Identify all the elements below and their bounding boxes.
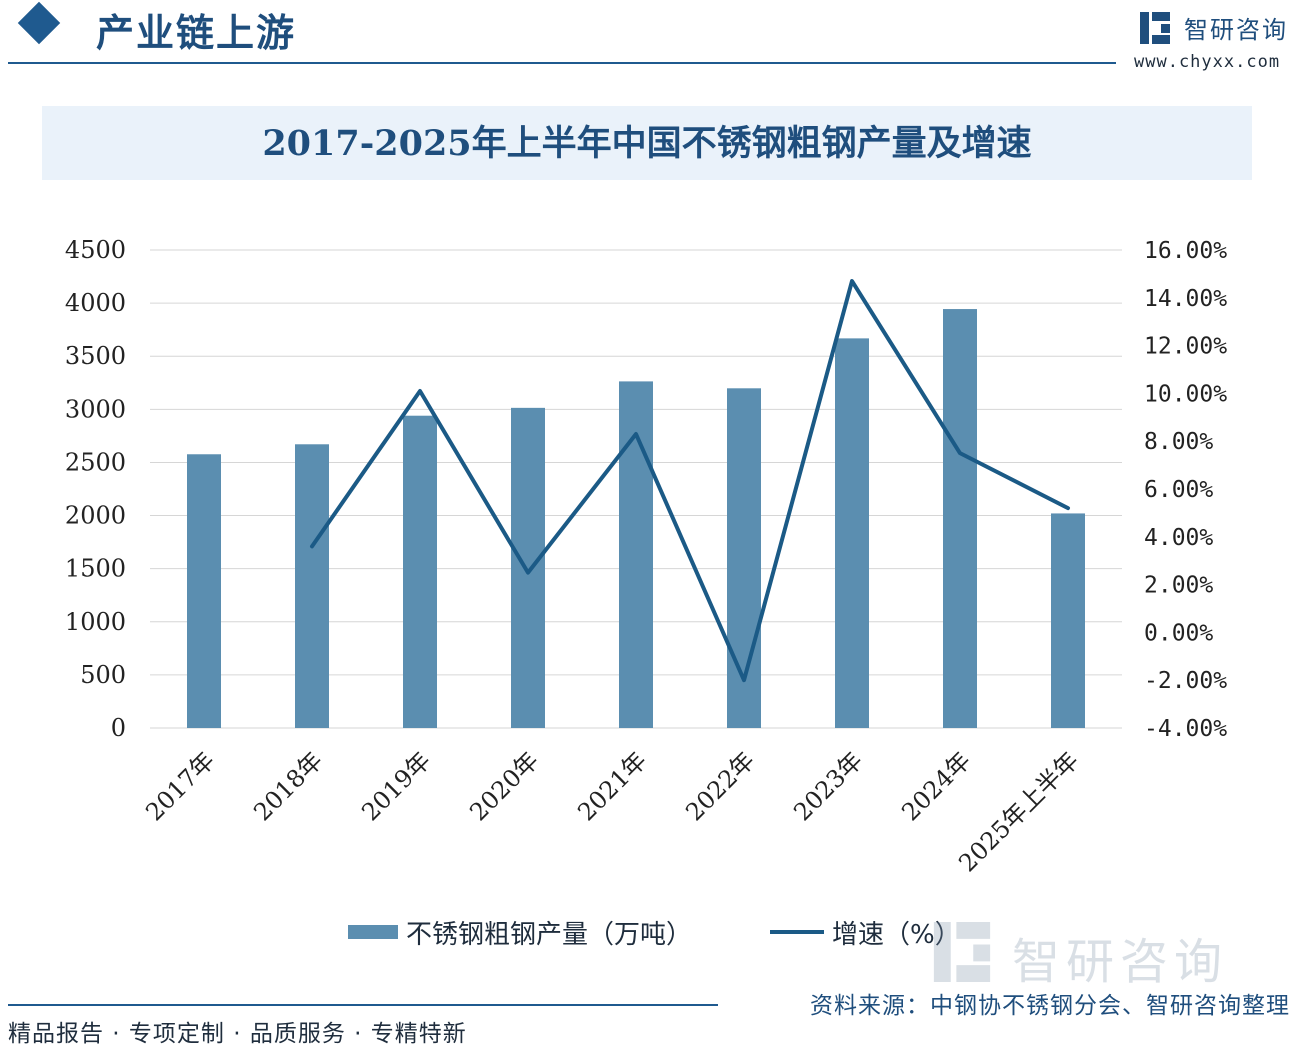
section-title: 产业链上游: [96, 10, 297, 55]
brand: 智研咨询 www.chyxx.com: [1134, 8, 1290, 74]
legend-item-bar: 不锈钢粗钢产量（万吨）: [348, 910, 692, 954]
left-tick-label: 3500: [65, 342, 126, 370]
header: 产业链上游 智研咨询 www.chyxx.com: [0, 0, 1296, 72]
bar: [511, 407, 545, 728]
brand-url: www.chyxx.com: [1134, 52, 1281, 72]
right-tick-label: 0.00%: [1144, 620, 1213, 646]
legend-item-line: 增速（%）: [770, 910, 961, 954]
right-tick-label: -2.00%: [1144, 668, 1227, 694]
chart-title: 2017-2025年上半年中国不锈钢粗钢产量及增速: [262, 123, 1032, 164]
left-tick-label: 2000: [65, 502, 126, 530]
left-axis-ticks: 0 500 1000 1500 2000 2500 3000 3500 4000 4500: [65, 236, 126, 742]
left-tick-label: 3000: [65, 395, 126, 423]
legend-line-label: 增速（%）: [832, 919, 961, 950]
legend: 不锈钢粗钢产量（万吨） 增速（%）: [348, 910, 988, 954]
right-tick-label: 4.00%: [1144, 525, 1213, 551]
left-tick-label: 4500: [65, 236, 126, 264]
left-tick-label: 1000: [65, 608, 126, 636]
bar: [619, 381, 653, 728]
legend-bar-swatch: [348, 925, 398, 939]
right-tick-label: 6.00%: [1144, 477, 1213, 503]
watermark-text: 智研咨询: [1012, 934, 1229, 990]
bar: [1051, 513, 1085, 728]
bar: [727, 388, 761, 728]
x-tick-label: 2021年: [572, 746, 652, 826]
x-tick-label: 2020年: [464, 746, 544, 826]
x-tick-label: 2022年: [680, 746, 760, 826]
header-divider: [8, 62, 1116, 64]
left-tick-label: 2500: [65, 448, 126, 476]
watermark: 智研咨询: [932, 922, 1232, 990]
bar: [187, 454, 221, 728]
x-tick-label: 2017年: [140, 746, 220, 826]
x-tick-label: 2024年: [896, 746, 976, 826]
right-tick-label: 12.00%: [1144, 334, 1227, 360]
right-tick-label: 14.00%: [1144, 286, 1227, 312]
footer-tagline: 精品报告 · 专项定制 · 品质服务 · 专精特新: [8, 1021, 467, 1047]
left-tick-label: 500: [80, 661, 126, 689]
right-tick-label: 10.00%: [1144, 381, 1227, 407]
bar: [943, 309, 977, 728]
source-note: 资料来源：中钢协不锈钢分会、智研咨询整理: [810, 993, 1290, 1019]
x-tick-label: 2023年: [788, 746, 868, 826]
chart-title-band: 2017-2025年上半年中国不锈钢粗钢产量及增速: [42, 106, 1252, 180]
left-tick-label: 1500: [65, 555, 126, 583]
left-tick-label: 0: [111, 714, 126, 742]
x-axis-ticks: 2017年 2018年 2019年 2020年 2021年 2022年 2023年 2024年…: [140, 746, 1084, 877]
bar: [295, 444, 329, 728]
left-tick-label: 4000: [65, 289, 126, 317]
legend-bar-label: 不锈钢粗钢产量（万吨）: [406, 919, 693, 950]
right-axis-ticks: -4.00% -2.00% 0.00% 2.00% 4.00% 6.00% 8.00% 10.…: [1144, 238, 1227, 742]
legend-line-swatch: [770, 930, 824, 934]
footer-divider: [8, 1004, 718, 1006]
right-tick-label: 2.00%: [1144, 573, 1213, 599]
watermark-logo-icon: [933, 922, 991, 982]
growth-line: [310, 279, 1070, 683]
line-series: [310, 279, 1070, 683]
right-tick-label: 8.00%: [1144, 429, 1213, 455]
right-tick-label: -4.00%: [1144, 716, 1227, 742]
brand-logo-icon: [1140, 12, 1170, 44]
brand-name: 智研咨询: [1184, 16, 1288, 44]
bar-series: [187, 309, 1085, 728]
bar: [835, 338, 869, 728]
x-tick-label: 2018年: [248, 746, 328, 826]
x-tick-label: 2019年: [356, 746, 436, 826]
bar: [403, 415, 437, 728]
right-tick-label: 16.00%: [1144, 238, 1227, 264]
